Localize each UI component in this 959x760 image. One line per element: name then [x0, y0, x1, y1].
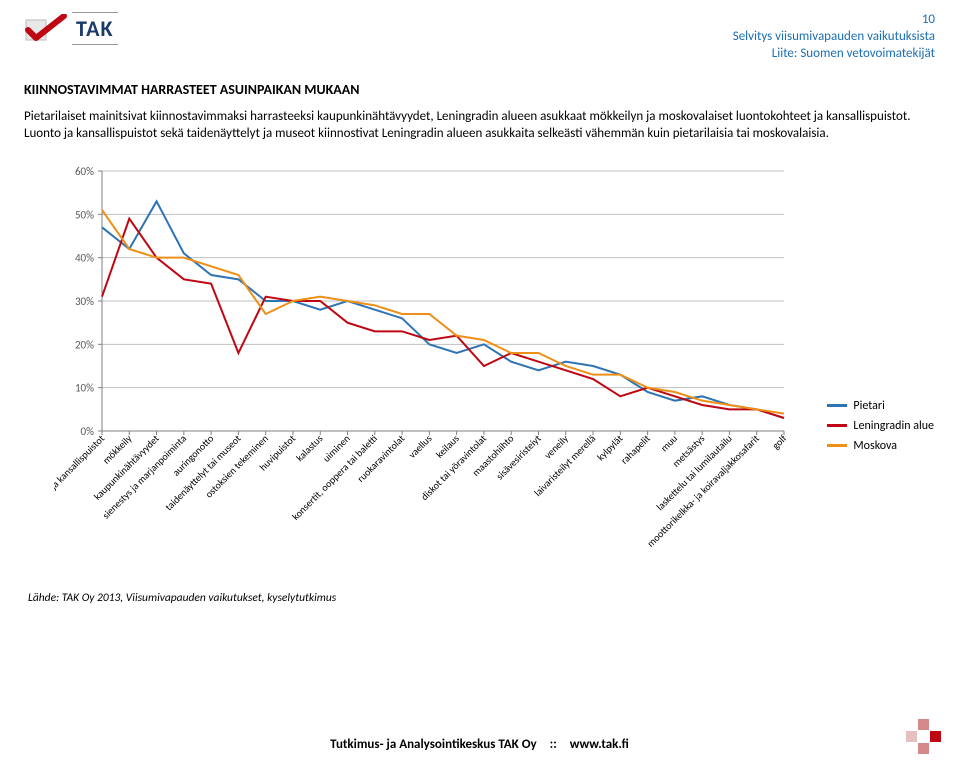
svg-text:rahapelit: rahapelit: [618, 431, 653, 466]
footer-sep: ::: [550, 737, 557, 752]
svg-text:golf: golf: [769, 432, 789, 452]
header-line2: Liite: Suomen vetovoimatekijät: [733, 46, 935, 63]
legend-item-leningrad: Leningradin alue: [827, 419, 934, 433]
footer: Tutkimus- ja Analysointikeskus TAK Oy ::…: [0, 737, 959, 752]
legend-label: Leningradin alue: [853, 419, 934, 433]
header-line1: Selvitys viisumivapauden vaikutuksista: [733, 29, 935, 46]
legend-item-pietari: Pietari: [827, 399, 934, 413]
logo-text: TAK: [72, 12, 118, 45]
svg-text:30%: 30%: [75, 295, 94, 308]
logo: TAK: [24, 12, 118, 45]
svg-text:0%: 0%: [81, 425, 95, 438]
footer-link[interactable]: www.tak.fi: [570, 737, 629, 752]
legend-label: Moskova: [853, 439, 897, 453]
page-number: 10: [733, 12, 935, 29]
section-title: KIINNOSTAVIMMAT HARRASTEET ASUINPAIKAN M…: [24, 81, 935, 98]
line-chart: 0%10%20%30%40%50%60%luonto ja kansallisp…: [54, 161, 914, 581]
legend-item-moskova: Moskova: [827, 439, 934, 453]
source-text: Lähde: TAK Oy 2013, Viisumivapauden vaik…: [28, 591, 935, 605]
footer-left: Tutkimus- ja Analysointikeskus TAK Oy: [330, 737, 536, 752]
svg-text:10%: 10%: [75, 381, 94, 394]
chart-svg: 0%10%20%30%40%50%60%luonto ja kansallisp…: [54, 161, 914, 581]
svg-text:20%: 20%: [75, 338, 94, 351]
body-text: Pietarilaiset mainitsivat kiinnostavimma…: [24, 108, 935, 143]
legend-label: Pietari: [853, 399, 884, 413]
svg-text:50%: 50%: [75, 208, 94, 221]
legend-swatch: [827, 444, 847, 447]
legend-swatch: [827, 424, 847, 427]
footer-squares-icon: [901, 714, 941, 754]
svg-text:vaellus: vaellus: [406, 432, 435, 461]
svg-text:kalastus: kalastus: [293, 432, 325, 464]
svg-text:muu: muu: [658, 432, 680, 454]
header-meta: 10 Selvitys viisumivapauden vaikutuksist…: [733, 12, 935, 63]
svg-text:60%: 60%: [75, 165, 94, 178]
legend-swatch: [827, 404, 847, 407]
logo-icon: [24, 14, 68, 44]
svg-text:40%: 40%: [75, 251, 94, 264]
chart-legend: Pietari Leningradin alue Moskova: [827, 399, 934, 459]
